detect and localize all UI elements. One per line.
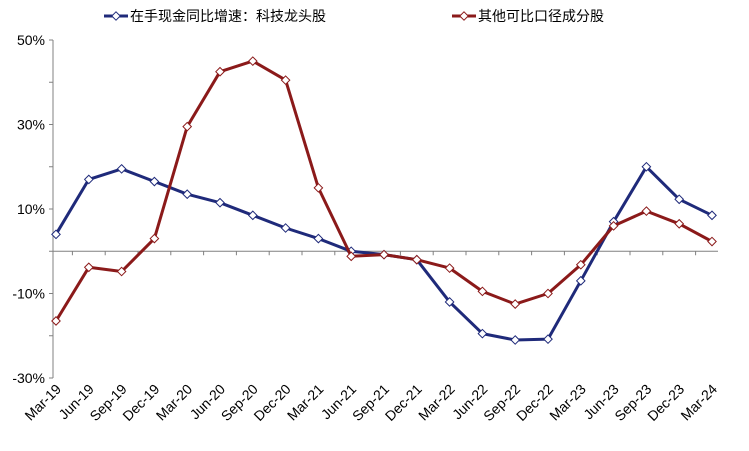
- data-point: [280, 223, 291, 233]
- x-tick-label: Dec-20: [250, 381, 293, 424]
- x-tick-label: Dec-22: [513, 381, 556, 424]
- data-point: [641, 161, 652, 172]
- x-tick-label: Dec-23: [644, 381, 687, 424]
- plot-area: [51, 56, 717, 345]
- data-point: [182, 121, 193, 132]
- data-point: [477, 328, 488, 339]
- x-tick-label: Mar-23: [546, 381, 589, 424]
- data-point: [477, 286, 488, 297]
- data-point: [51, 229, 61, 240]
- y-tick-label: 30%: [17, 117, 45, 133]
- data-point: [182, 189, 193, 200]
- x-tick-label: Dec-19: [119, 381, 162, 424]
- y-tick-label: 50%: [17, 32, 45, 48]
- data-point: [543, 288, 553, 299]
- data-point: [444, 263, 455, 274]
- data-point: [543, 334, 553, 345]
- data-point: [608, 220, 619, 231]
- y-tick-label: 10%: [17, 201, 45, 217]
- y-tick-label: -10%: [12, 286, 45, 302]
- series-2: [51, 56, 717, 326]
- data-point: [116, 163, 127, 174]
- data-point: [149, 176, 160, 187]
- x-tick-label: Mar-22: [415, 381, 458, 424]
- y-axis: 50% 30% 10% -10% -30%: [12, 32, 54, 386]
- data-point: [280, 75, 291, 86]
- data-point: [51, 316, 61, 326]
- data-point: [575, 259, 586, 270]
- data-point: [346, 251, 357, 262]
- x-tick-label: Mar-21: [284, 381, 327, 424]
- data-point: [510, 335, 521, 345]
- data-point: [83, 262, 94, 273]
- data-point: [83, 174, 94, 185]
- x-tick-label: Mar-19: [21, 381, 64, 424]
- legend-label: 其他可比口径成分股: [478, 9, 604, 25]
- data-point: [707, 236, 717, 247]
- data-point: [707, 210, 717, 221]
- data-point: [674, 218, 685, 229]
- legend-item-1: 在手现金同比增速：科技龙头股: [104, 9, 326, 25]
- data-point: [247, 56, 258, 67]
- data-point: [641, 206, 652, 217]
- data-point: [674, 194, 685, 205]
- y-tick-label: -30%: [12, 370, 45, 386]
- data-point: [247, 210, 258, 221]
- data-point: [444, 297, 455, 307]
- legend-label: 在手现金同比增速：科技龙头股: [130, 9, 326, 25]
- x-axis: Mar-19Jun-19Sep-19Dec-19Mar-20Jun-20Sep-…: [21, 250, 720, 424]
- data-point: [379, 249, 389, 260]
- legend-marker: [459, 11, 469, 21]
- data-point: [116, 266, 127, 277]
- data-point: [575, 275, 586, 286]
- legend-marker: [111, 11, 121, 21]
- series-line: [54, 59, 713, 322]
- legend: 在手现金同比增速：科技龙头股 其他可比口径成分股: [104, 9, 604, 25]
- data-point: [510, 299, 521, 309]
- x-tick-label: Dec-21: [382, 381, 425, 424]
- data-point: [215, 66, 225, 77]
- data-point: [313, 182, 324, 193]
- data-point: [149, 233, 160, 244]
- x-tick-label: Mar-24: [677, 381, 720, 424]
- x-tick-label: Mar-20: [153, 381, 196, 424]
- data-point: [411, 254, 422, 265]
- data-point: [313, 233, 324, 244]
- legend-item-2: 其他可比口径成分股: [452, 9, 604, 25]
- data-point: [215, 197, 225, 208]
